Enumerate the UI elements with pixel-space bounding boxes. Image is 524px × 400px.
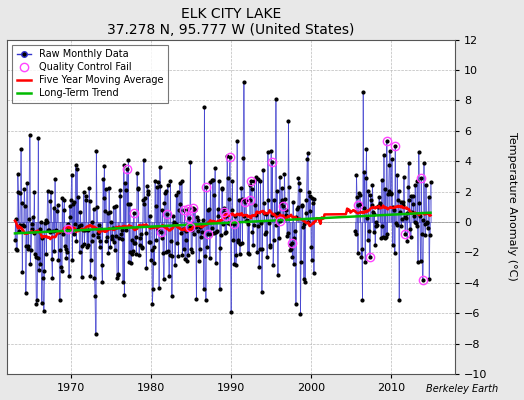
Y-axis label: Temperature Anomaly (°C): Temperature Anomaly (°C) — [507, 132, 517, 281]
Text: Berkeley Earth: Berkeley Earth — [425, 384, 498, 394]
Legend: Raw Monthly Data, Quality Control Fail, Five Year Moving Average, Long-Term Tren: Raw Monthly Data, Quality Control Fail, … — [12, 44, 168, 103]
Title: ELK CITY LAKE
37.278 N, 95.777 W (United States): ELK CITY LAKE 37.278 N, 95.777 W (United… — [107, 7, 355, 37]
